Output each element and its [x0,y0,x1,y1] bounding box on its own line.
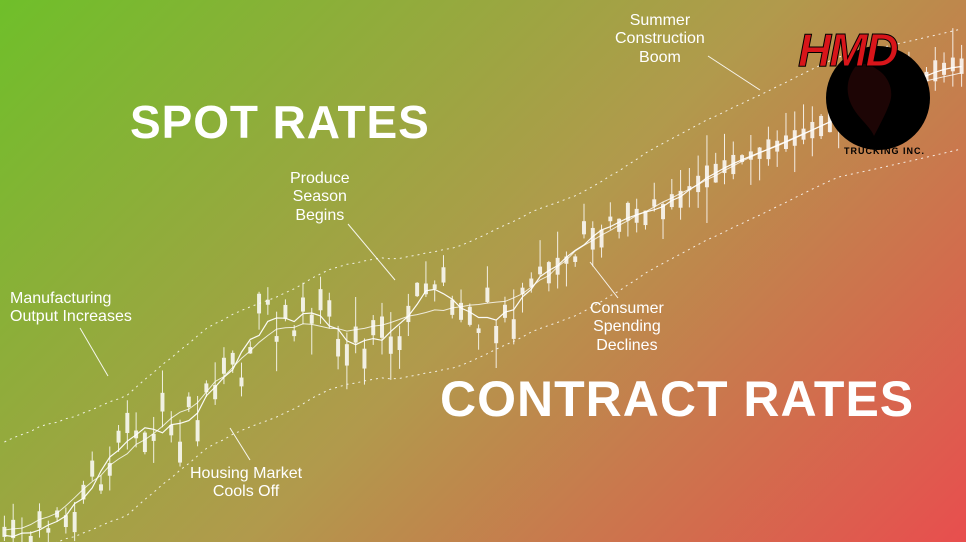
annotation-housing: Housing MarketCools Off [190,465,302,502]
annotation-produce: ProduceSeasonBegins [290,170,350,225]
annotation-consumer: ConsumerSpendingDeclines [590,300,664,355]
annotation-summer: SummerConstructionBoom [615,12,705,67]
infographic-canvas: SPOT RATES CONTRACT RATES ManufacturingO… [0,0,966,542]
hmd-logo-svg: HMD TRUCKING INC. [778,18,958,158]
svg-text:HMD: HMD [798,24,898,76]
annotation-manufacturing: ManufacturingOutput Increases [10,290,132,327]
hmd-logo: HMD TRUCKING INC. [778,18,958,163]
svg-text:TRUCKING INC.: TRUCKING INC. [844,146,925,156]
title-spot-rates: SPOT RATES [130,95,430,149]
title-contract-rates: CONTRACT RATES [440,370,914,428]
